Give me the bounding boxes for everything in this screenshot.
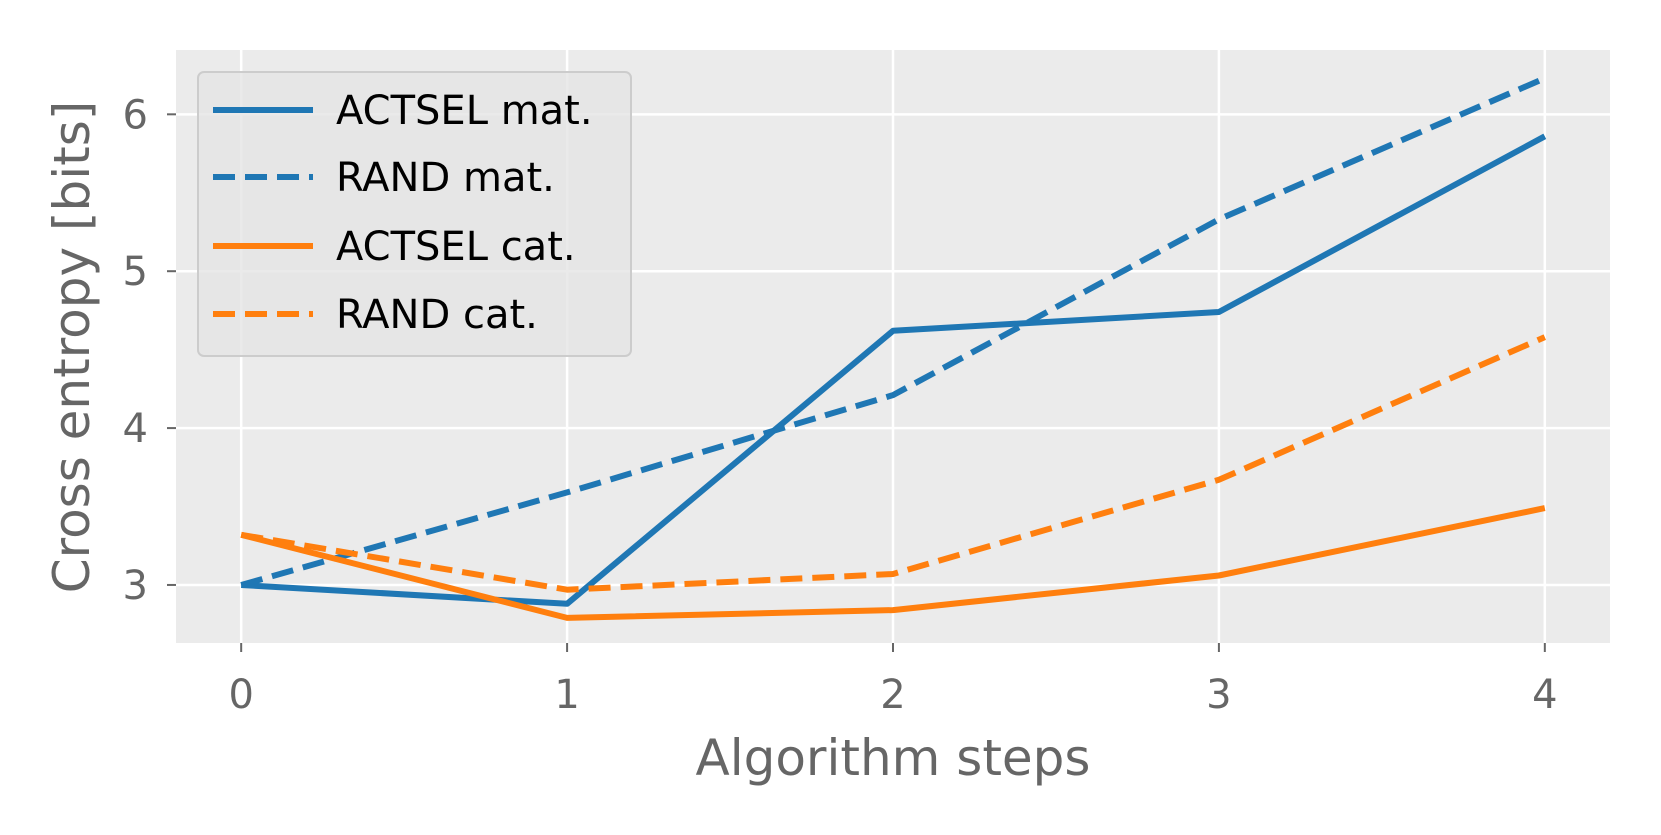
x-axis-label: Algorithm steps	[696, 729, 1091, 787]
y-tick-label: 3	[123, 563, 148, 609]
x-tick-label: 3	[1206, 672, 1231, 718]
legend: ACTSEL mat. RAND mat. ACTSEL cat. RAND c…	[197, 71, 632, 357]
y-tick-labels: 3 4 5 6	[123, 92, 176, 609]
y-tick-label: 5	[123, 249, 148, 295]
x-tick-label: 0	[228, 672, 253, 718]
y-tick-label: 6	[123, 92, 148, 138]
series-line-actsel-cat	[240, 505, 1546, 621]
x-tick-label: 4	[1532, 672, 1557, 718]
series-line-actsel-mat	[241, 133, 1547, 607]
series-lines	[240, 75, 1547, 621]
legend-label-actsel-mat: ACTSEL mat.	[336, 88, 593, 134]
legend-label-rand-cat: RAND cat.	[336, 292, 538, 338]
legend-label-rand-mat: RAND mat.	[336, 155, 555, 201]
legend-box	[197, 71, 632, 357]
x-tick-label: 2	[880, 672, 905, 718]
y-tick-label: 4	[123, 406, 148, 452]
series-line-rand-cat	[240, 334, 1547, 593]
x-tick-labels: 0 1 2 3 4	[228, 643, 1558, 718]
x-tick-label: 1	[554, 672, 579, 718]
y-axis-label: Cross entropy [bits]	[43, 101, 101, 594]
series-line-rand-mat	[240, 75, 1546, 588]
legend-label-actsel-cat: ACTSEL cat.	[336, 224, 576, 270]
